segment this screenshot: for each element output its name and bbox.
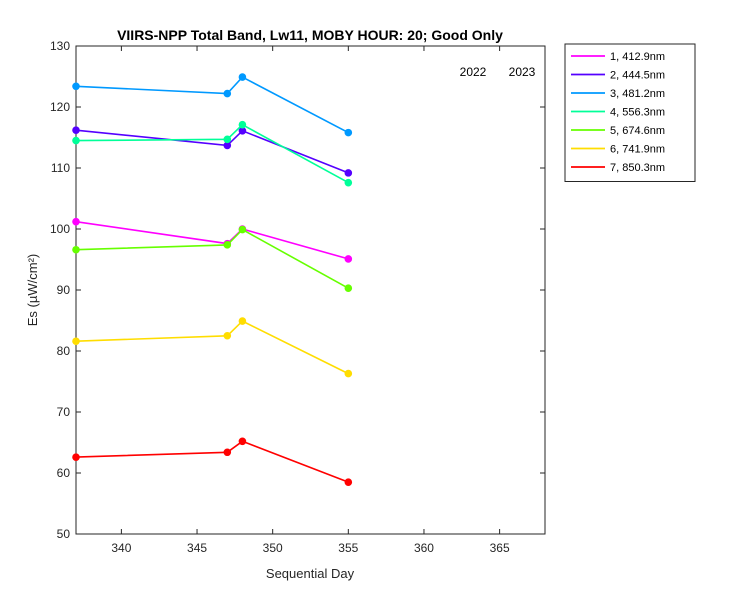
- legend-label: 2, 444.5nm: [610, 70, 665, 82]
- data-point: [72, 245, 80, 254]
- series-line-5: [75, 228, 349, 289]
- year-label: 2022: [460, 65, 487, 79]
- y-tick-label: 50: [57, 527, 71, 541]
- data-point: [344, 169, 353, 177]
- data-point: [344, 478, 353, 486]
- x-tick-label: 340: [111, 541, 131, 555]
- data-point: [238, 225, 247, 234]
- x-axis-label: Sequential Day: [266, 566, 355, 581]
- series-line-7: [75, 440, 349, 483]
- x-tick-label: 345: [187, 541, 207, 555]
- chart-title: VIIRS-NPP Total Band, Lw11, MOBY HOUR: 2…: [117, 27, 503, 43]
- data-point: [72, 82, 80, 91]
- data-point: [344, 178, 353, 187]
- data-point: [223, 241, 232, 249]
- series-line-2: [75, 129, 349, 174]
- data-point: [238, 120, 247, 129]
- data-point: [344, 369, 353, 378]
- legend-box: [564, 43, 696, 182]
- year-label: 2023: [509, 65, 536, 79]
- data-point: [72, 217, 80, 226]
- y-tick-label: 90: [57, 283, 71, 297]
- plot-area: 340 345 350 355 360 365 50 60 70 80 90 100 110 120 130…: [50, 39, 546, 555]
- data-point: [238, 317, 247, 325]
- data-point: [344, 284, 353, 292]
- data-point: [344, 128, 353, 137]
- legend-label: 4, 556.3nm: [610, 107, 665, 119]
- data-point: [223, 89, 232, 98]
- data-point: [223, 331, 232, 340]
- data-point: [223, 135, 232, 144]
- x-tick-label: 355: [338, 541, 358, 555]
- data-point: [72, 126, 80, 134]
- x-tick-label: 350: [263, 541, 283, 555]
- data-point: [72, 453, 80, 461]
- legend-label: 3, 481.2nm: [610, 88, 665, 100]
- series-line-4: [75, 123, 349, 184]
- legend: 1, 412.9nm 2, 444.5nm 3, 481.2nm 4, 556.3nm…: [564, 43, 696, 182]
- data-point: [238, 73, 247, 81]
- y-tick-label: 70: [57, 405, 71, 419]
- data-point: [223, 448, 232, 457]
- y-tick-label: 120: [50, 100, 70, 114]
- y-tick-label: 100: [50, 222, 70, 236]
- legend-label: 1, 412.9nm: [610, 51, 665, 63]
- y-tick-label: 80: [57, 344, 71, 358]
- x-tick-label: 365: [490, 541, 510, 555]
- series-line-3: [75, 76, 349, 134]
- legend-label: 5, 674.6nm: [610, 125, 665, 137]
- legend-label: 6, 741.9nm: [610, 144, 665, 156]
- data-point: [344, 255, 353, 263]
- y-tick-label: 60: [57, 466, 71, 480]
- y-tick-label: 110: [51, 161, 70, 175]
- data-point: [72, 337, 80, 346]
- data-point: [72, 136, 80, 145]
- y-tick-label: 130: [50, 39, 70, 53]
- x-tick-label: 360: [414, 541, 434, 555]
- data-point: [238, 437, 247, 446]
- series-line-6: [75, 320, 349, 375]
- y-axis-label: Es (µW/cm²): [25, 254, 40, 326]
- legend-label: 7, 850.3nm: [610, 162, 665, 174]
